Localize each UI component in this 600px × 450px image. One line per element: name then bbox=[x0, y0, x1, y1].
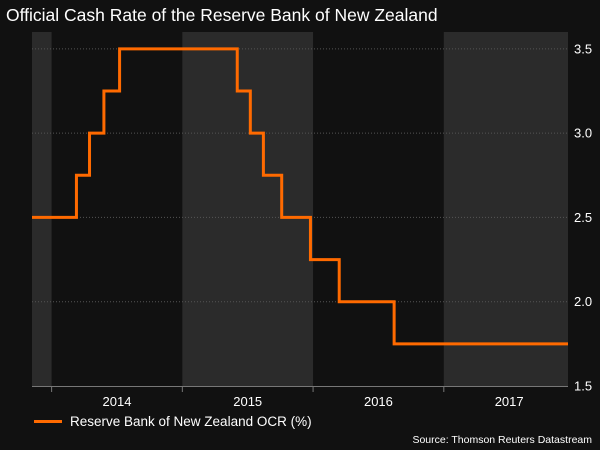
x-tick-label: 2015 bbox=[233, 394, 262, 409]
legend: Reserve Bank of New Zealand OCR (%) bbox=[34, 414, 312, 429]
year-bands bbox=[32, 32, 568, 386]
x-tick-label: 2016 bbox=[364, 394, 393, 409]
year-band-1 bbox=[182, 32, 314, 386]
legend-label: Reserve Bank of New Zealand OCR (%) bbox=[70, 414, 312, 429]
year-band-2 bbox=[443, 32, 568, 386]
x-tick-label: 2014 bbox=[103, 394, 132, 409]
x-tick-label: 2017 bbox=[495, 394, 524, 409]
year-band-0 bbox=[32, 32, 52, 386]
y-tick-label: 3.0 bbox=[574, 126, 592, 141]
y-axis-ticks: 1.5 2.0 2.5 3.0 3.5 bbox=[574, 41, 592, 393]
y-tick-label: 3.5 bbox=[574, 41, 592, 56]
y-tick-label: 2.0 bbox=[574, 294, 592, 309]
y-tick-label: 2.5 bbox=[574, 210, 592, 225]
x-axis-ticks: 2014 2015 2016 2017 bbox=[51, 386, 524, 409]
series-layer bbox=[32, 47, 568, 346]
y-tick-label: 1.5 bbox=[574, 379, 592, 394]
series-line-0 bbox=[32, 47, 568, 346]
chart-title: Official Cash Rate of the Reserve Bank o… bbox=[6, 5, 438, 25]
source-note: Source: Thomson Reuters Datastream bbox=[412, 434, 592, 446]
legend-swatch bbox=[34, 420, 62, 423]
